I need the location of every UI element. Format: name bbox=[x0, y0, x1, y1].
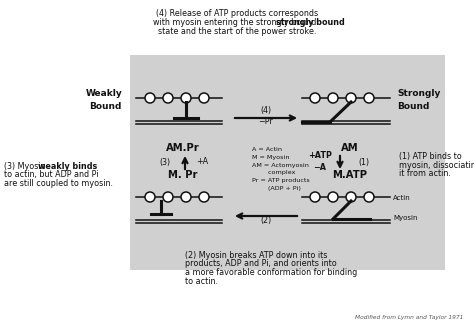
Circle shape bbox=[364, 93, 374, 103]
Text: M.ATP: M.ATP bbox=[332, 170, 367, 180]
Circle shape bbox=[199, 192, 209, 202]
Text: +ATP: +ATP bbox=[308, 151, 332, 161]
Text: Strongly
Bound: Strongly Bound bbox=[397, 89, 440, 111]
Text: products, ADP and Pi, and orients into: products, ADP and Pi, and orients into bbox=[185, 260, 337, 268]
Text: A = Actin: A = Actin bbox=[252, 147, 282, 152]
Circle shape bbox=[328, 93, 338, 103]
Text: with myosin entering the strongly bound: with myosin entering the strongly bound bbox=[153, 18, 321, 27]
Text: AM = Actomyosin: AM = Actomyosin bbox=[252, 163, 309, 167]
Text: (4): (4) bbox=[260, 107, 272, 115]
Text: myosin, dissociating: myosin, dissociating bbox=[399, 161, 474, 169]
Circle shape bbox=[163, 192, 173, 202]
Circle shape bbox=[328, 192, 338, 202]
Circle shape bbox=[145, 93, 155, 103]
Text: −A: −A bbox=[313, 163, 327, 171]
Text: (4) Release of ATP products corresponds: (4) Release of ATP products corresponds bbox=[156, 9, 318, 18]
Circle shape bbox=[310, 93, 320, 103]
Text: to actin, but ADP and Pi: to actin, but ADP and Pi bbox=[4, 170, 99, 180]
Circle shape bbox=[181, 93, 191, 103]
Text: complex: complex bbox=[252, 170, 295, 175]
Text: weakly binds: weakly binds bbox=[38, 162, 97, 171]
Circle shape bbox=[310, 192, 320, 202]
Text: (3): (3) bbox=[159, 158, 171, 166]
Text: Weakly
Bound: Weakly Bound bbox=[85, 89, 122, 111]
Text: −Pr: −Pr bbox=[259, 117, 273, 126]
Text: M = Myosin: M = Myosin bbox=[252, 155, 290, 160]
Text: +A: +A bbox=[196, 158, 208, 166]
Text: (3) Myosin: (3) Myosin bbox=[4, 162, 48, 171]
Circle shape bbox=[346, 192, 356, 202]
Text: (2) Myosin breaks ATP down into its: (2) Myosin breaks ATP down into its bbox=[185, 251, 328, 260]
Text: strongly bound: strongly bound bbox=[276, 18, 345, 27]
Circle shape bbox=[346, 93, 356, 103]
Text: AM.Pr: AM.Pr bbox=[166, 143, 200, 153]
Text: Pr = ATP products: Pr = ATP products bbox=[252, 178, 310, 183]
Circle shape bbox=[145, 192, 155, 202]
Circle shape bbox=[163, 93, 173, 103]
Circle shape bbox=[181, 192, 191, 202]
Text: (ADP + Pi): (ADP + Pi) bbox=[252, 186, 301, 191]
Text: it from actin.: it from actin. bbox=[399, 169, 451, 178]
Text: are still coupled to myosin.: are still coupled to myosin. bbox=[4, 179, 113, 188]
Text: M. Pr: M. Pr bbox=[168, 170, 198, 180]
Text: AM: AM bbox=[341, 143, 359, 153]
Text: state and the start of the power stroke.: state and the start of the power stroke. bbox=[158, 27, 316, 36]
Text: (1) ATP binds to: (1) ATP binds to bbox=[399, 152, 462, 161]
Text: (2): (2) bbox=[260, 215, 272, 224]
Circle shape bbox=[364, 192, 374, 202]
Text: to actin.: to actin. bbox=[185, 276, 218, 286]
Text: (1): (1) bbox=[358, 158, 369, 166]
Text: a more favorable conformation for binding: a more favorable conformation for bindin… bbox=[185, 268, 357, 277]
Bar bbox=[130, 55, 445, 270]
Text: Actin: Actin bbox=[393, 195, 411, 201]
Circle shape bbox=[199, 93, 209, 103]
Text: Modified from Lymn and Taylor 1971: Modified from Lymn and Taylor 1971 bbox=[355, 315, 463, 320]
Text: Myosin: Myosin bbox=[393, 215, 418, 221]
